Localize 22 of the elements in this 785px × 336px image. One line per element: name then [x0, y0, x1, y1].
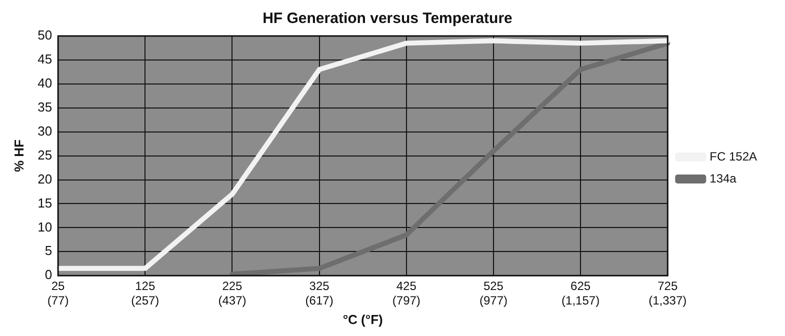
- x-tick-label: 725 (1,337): [648, 279, 687, 308]
- y-tick-label: 20: [38, 171, 52, 186]
- legend-label: 134a: [710, 171, 737, 186]
- legend-label: FC 152A: [710, 149, 758, 164]
- y-tick-label: 35: [38, 99, 52, 114]
- x-tick-label: 425 (797): [392, 279, 420, 308]
- x-tick-label: 325 (617): [305, 279, 334, 308]
- y-tick-label: 15: [38, 195, 52, 210]
- x-tick-label: 125 (257): [131, 279, 160, 308]
- x-tick-label: 225 (437): [218, 279, 246, 308]
- y-tick-label: 10: [38, 219, 52, 234]
- y-tick-label: 25: [38, 147, 52, 162]
- y-axis-title: % HF: [11, 139, 26, 172]
- y-tick-label: 5: [44, 243, 52, 258]
- y-tick-label: 45: [38, 52, 52, 67]
- x-tick-label: 525 (977): [479, 279, 508, 308]
- y-tick-label: 50: [38, 28, 52, 43]
- y-tick-label: 30: [38, 123, 52, 138]
- x-axis-title: °C (°F): [342, 312, 383, 327]
- chart-title: HF Generation versus Temperature: [262, 10, 512, 28]
- y-tick-label: 40: [38, 76, 52, 90]
- x-tick-label: 625 (1,157): [562, 279, 600, 308]
